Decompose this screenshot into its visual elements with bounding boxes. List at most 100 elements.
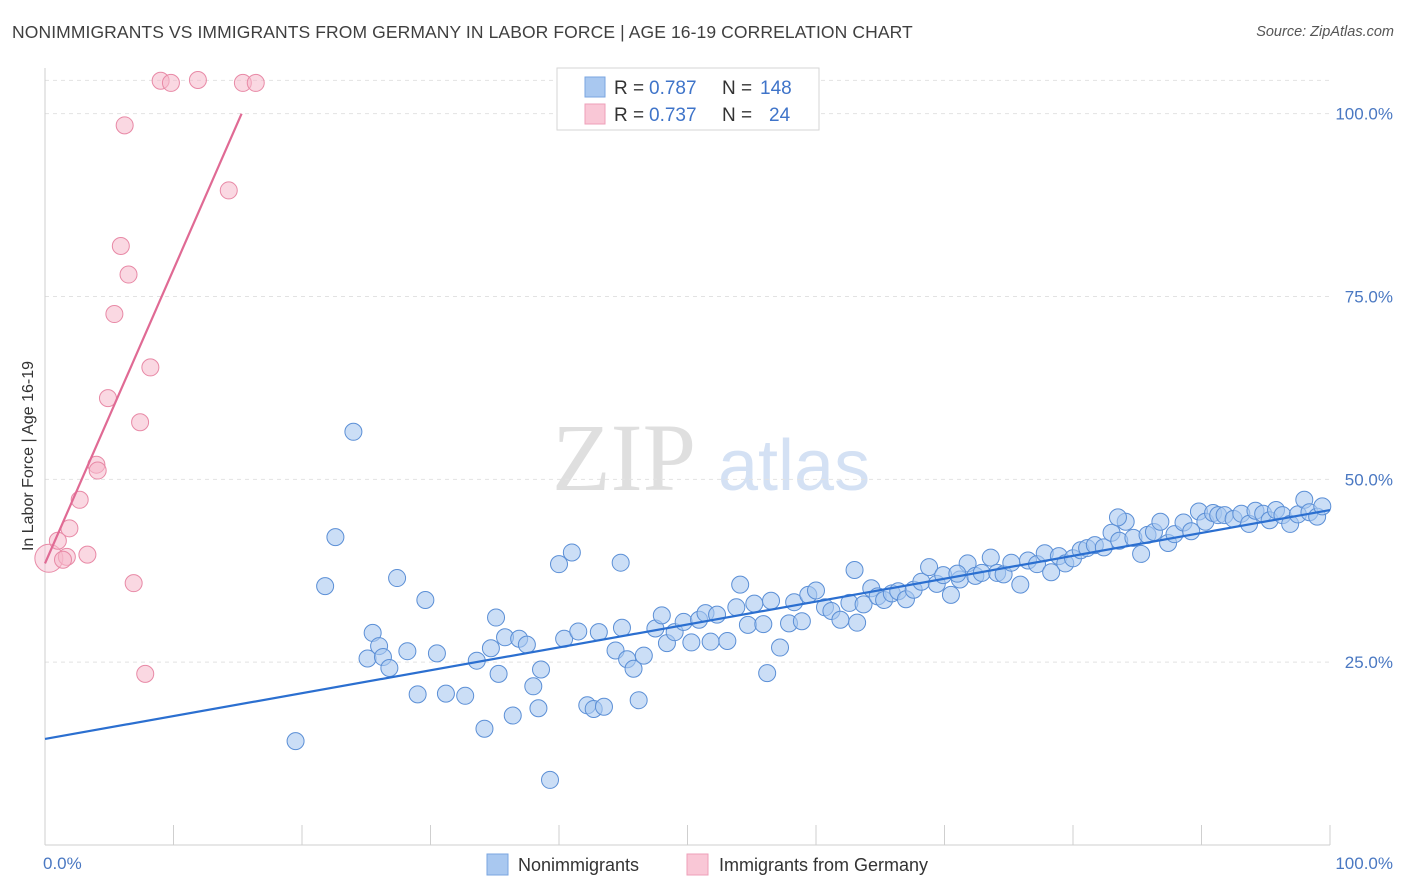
nonimmigrants-point-25 — [524, 677, 543, 696]
nonimmigrants-point-71 — [854, 595, 873, 614]
legend-n-value-1: 148 — [760, 78, 792, 99]
nonimmigrants-point-70 — [848, 613, 867, 632]
nonimmigrants-point-68 — [831, 610, 850, 629]
nonimmigrants-point-29 — [550, 555, 568, 574]
trend-lines — [43, 113, 1331, 741]
legend-r-label-2: R = — [614, 105, 644, 126]
nonimmigrants-point-31 — [562, 543, 581, 562]
chart-title: NONIMMIGRANTS VS IMMIGRANTS FROM GERMANY… — [12, 22, 913, 42]
nonimmigrants-point-11 — [408, 685, 427, 704]
nonimmigrants-point-19 — [487, 608, 506, 627]
immigrants-point-10 — [111, 237, 130, 256]
nonimmigrants-point-56 — [738, 615, 757, 634]
immigrants-point-20 — [219, 181, 238, 200]
nonimmigrants-point-1 — [316, 577, 335, 596]
watermark: ZIP atlas — [552, 404, 870, 511]
nonimmigrants-point-55 — [731, 575, 750, 594]
y-tick-label-1: 50.0% — [1345, 470, 1393, 489]
series-immigrants-from-germany — [34, 71, 265, 683]
nonimmigrants-point-111 — [1151, 512, 1170, 531]
nonimmigrants-point-51 — [701, 632, 720, 651]
nonimmigrants-point-53 — [718, 631, 737, 650]
nonimmigrants-point-3 — [344, 422, 363, 441]
legend-r-label-1: R = — [614, 78, 644, 99]
nonimmigrants-point-22 — [503, 706, 522, 725]
nonimmigrants-point-135 — [1108, 508, 1127, 527]
nonimmigrants-point-8 — [380, 659, 399, 678]
bottom-legend: Nonimmigrants Immigrants from Germany — [486, 853, 928, 876]
watermark-zip: ZIP — [552, 404, 696, 511]
bottom-legend-swatch-nonimmigrants — [486, 853, 509, 876]
nonimmigrants-point-80 — [920, 558, 939, 577]
nonimmigrants-point-36 — [594, 697, 613, 716]
nonimmigrants-point-47 — [674, 612, 693, 631]
y-tick-label-3: 100.0% — [1335, 105, 1393, 124]
y-axis-title: In Labor Force | Age 16-19 — [20, 361, 37, 551]
immigrants-point-11 — [115, 116, 134, 135]
immigrants-point-16 — [141, 358, 160, 377]
nonimmigrants-point-138 — [758, 664, 777, 683]
legend-swatch-nonimmigrants — [584, 76, 606, 98]
legend-r-value-1: 0.787 — [649, 78, 697, 99]
grid-lines — [45, 79, 1330, 663]
nonimmigrants-point-63 — [792, 612, 811, 631]
immigrants-point-23 — [53, 550, 72, 569]
nonimmigrants-point-83 — [941, 585, 960, 604]
nonimmigrants-point-48 — [682, 633, 701, 652]
immigrants-point-19 — [188, 71, 207, 89]
series-nonimmigrants — [286, 422, 1332, 789]
watermark-atlas: atlas — [718, 426, 870, 506]
immigrants-point-5 — [78, 545, 97, 564]
nonimmigrants-point-88 — [981, 548, 1000, 567]
nonimmigrants-point-38 — [612, 618, 631, 637]
nonimmigrants-point-14 — [436, 684, 455, 703]
y-tick-label-2: 75.0% — [1345, 287, 1393, 306]
nonimmigrants-point-96 — [1042, 563, 1061, 582]
nonimmigrants-point-26 — [529, 699, 548, 718]
y-tick-label-0: 25.0% — [1345, 653, 1393, 672]
immigrants-point-13 — [124, 574, 143, 593]
nonimmigrants-point-9 — [388, 569, 407, 588]
legend-swatch-immigrants — [584, 103, 606, 125]
legend-box: R = 0.787 N = 148 R = 0.737 N = 24 — [556, 67, 820, 131]
nonimmigrants-point-137 — [845, 561, 864, 580]
nonimmigrants-point-57 — [745, 594, 764, 613]
y-tick-labels: 25.0% 50.0% 75.0% 100.0% — [1335, 105, 1393, 673]
immigrants-point-15 — [136, 664, 155, 683]
x-tick-label-1: 100.0% — [1335, 854, 1393, 873]
nonimmigrants-point-0 — [286, 732, 305, 751]
nonimmigrants-point-24 — [517, 635, 536, 654]
nonimmigrants-point-54 — [727, 598, 746, 617]
nonimmigrants-point-13 — [427, 644, 446, 663]
immigrants-point-18 — [161, 73, 180, 92]
nonimmigrants-point-18 — [481, 639, 500, 658]
nonimmigrants-point-12 — [416, 590, 435, 609]
legend-n-label-1: N = — [722, 78, 752, 99]
source-attribution: Source: ZipAtlas.com — [1256, 24, 1394, 40]
nonimmigrants-point-20 — [489, 664, 508, 683]
nonimmigrants-point-108 — [1132, 544, 1151, 563]
legend-n-label-2: N = — [722, 105, 752, 126]
bottom-legend-label-nonimmigrants: Nonimmigrants — [518, 855, 639, 875]
nonimmigrants-point-32 — [569, 622, 588, 641]
nonimmigrants-point-42 — [634, 646, 653, 665]
nonimmigrants-point-65 — [807, 581, 825, 600]
bottom-legend-label-immigrants: Immigrants from Germany — [719, 855, 928, 875]
nonimmigrants-point-17 — [475, 719, 494, 738]
nonimmigrants-point-28 — [541, 770, 560, 789]
x-tick-labels: 0.0% 100.0% — [43, 854, 1393, 873]
immigrants-point-22 — [246, 73, 265, 92]
nonimmigrants-point-15 — [456, 686, 475, 705]
legend-n-value-2: 24 — [769, 105, 791, 126]
legend-r-value-2: 0.737 — [649, 105, 697, 126]
trend-line-immigrants — [43, 113, 243, 564]
axes — [44, 68, 1331, 846]
x-tick-label-0: 0.0% — [43, 854, 82, 873]
nonimmigrants-point-92 — [1011, 575, 1030, 594]
immigrants-point-9 — [105, 305, 124, 324]
nonimmigrants-point-139 — [611, 553, 630, 572]
nonimmigrants-point-10 — [398, 642, 417, 661]
nonimmigrants-point-40 — [624, 659, 643, 678]
nonimmigrants-point-58 — [754, 615, 773, 634]
